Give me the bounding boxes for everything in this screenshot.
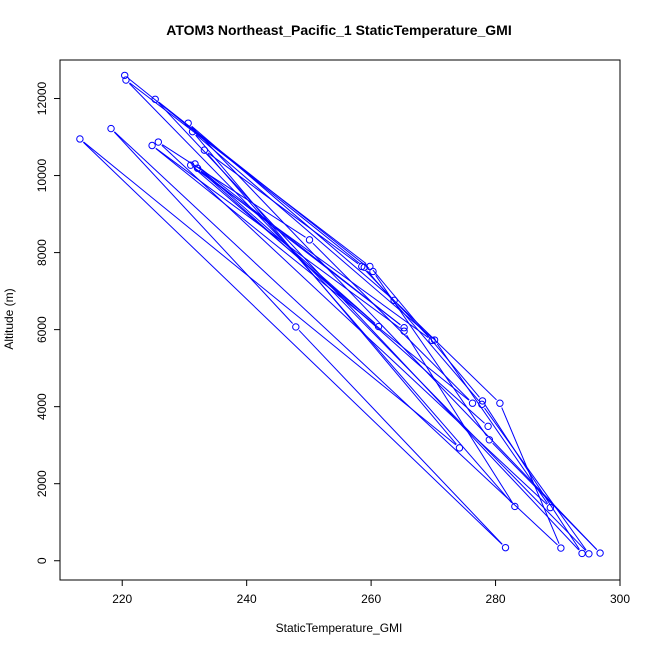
data-point (478, 397, 487, 405)
data-point (478, 400, 486, 409)
data-point (390, 296, 398, 305)
series-segment (207, 152, 359, 265)
data-point (193, 164, 202, 172)
series-segment (155, 147, 401, 329)
series-segment (397, 303, 497, 401)
series-segment (501, 407, 560, 544)
data-point (468, 399, 477, 407)
series-segment (128, 83, 586, 551)
y-tick-label: 0 (35, 557, 49, 564)
x-axis-label: StaticTemperature_GMI (276, 621, 403, 635)
data-point (546, 503, 555, 512)
data-point (191, 160, 199, 168)
series-segment (114, 131, 558, 546)
series-segment (158, 101, 370, 269)
data-point (358, 262, 366, 271)
series-segment (298, 329, 503, 545)
series-segment (207, 153, 513, 504)
series-segment (198, 166, 376, 324)
plot-frame (59, 59, 621, 581)
data-point (200, 146, 209, 154)
data-point (455, 444, 464, 452)
data-point (400, 324, 408, 332)
data-point (76, 135, 84, 143)
data-point (585, 550, 593, 558)
data-point (557, 544, 565, 552)
data-point (501, 543, 510, 552)
data-point (186, 161, 195, 169)
y-axis-label: Altitude (m) (2, 288, 16, 349)
x-tick-label: 260 (361, 592, 381, 606)
data-point (428, 336, 436, 345)
series-segment (82, 141, 503, 545)
data-point (154, 138, 163, 146)
y-tick-label: 10000 (35, 159, 49, 193)
y-tick-label: 4000 (35, 393, 49, 420)
y-tick-label: 2000 (35, 470, 49, 497)
series-segment (129, 82, 367, 265)
series-segment (83, 141, 457, 446)
series-segment (484, 407, 587, 551)
series-segment (375, 275, 488, 437)
data-point (107, 124, 115, 133)
data-point (305, 236, 314, 244)
data-point (496, 399, 504, 407)
data-point (148, 141, 156, 150)
data-point (292, 323, 300, 331)
series-segment (191, 126, 598, 550)
data-point (369, 267, 377, 276)
series-segment (364, 269, 430, 338)
y-tick-label: 6000 (35, 316, 49, 343)
data-point (374, 322, 383, 331)
data-point (430, 336, 439, 344)
data-point (484, 422, 492, 431)
y-tick-label: 12000 (35, 82, 49, 116)
x-tick-label: 280 (486, 592, 506, 606)
data-series (76, 71, 604, 558)
data-point (151, 95, 159, 103)
data-point (578, 549, 586, 558)
x-tick-label: 240 (237, 592, 257, 606)
series-segment (191, 125, 391, 298)
y-axis: 0 2000 4000 6000 8000 10000 12000 (35, 82, 61, 564)
series-segment (484, 404, 580, 550)
series-segment (200, 170, 401, 326)
data-point (511, 502, 519, 511)
data-point (184, 119, 192, 127)
x-tick-label: 220 (112, 592, 132, 606)
series-segment (200, 170, 485, 424)
data-point (485, 436, 494, 444)
x-axis: 220 240 260 280 300 (112, 579, 630, 606)
series-segment (195, 134, 432, 338)
series-segment (436, 343, 549, 505)
data-point (188, 127, 197, 136)
series-segment (161, 144, 306, 238)
data-point (400, 327, 408, 335)
series-segment (406, 334, 513, 503)
data-point (596, 549, 604, 557)
chart-title: ATOM3 Northeast_Pacific_1 StaticTemperat… (166, 22, 511, 38)
x-tick-label: 300 (610, 592, 630, 606)
series-segment (113, 131, 293, 324)
data-point (122, 76, 130, 84)
data-point (121, 71, 129, 80)
y-tick-label: 8000 (35, 239, 49, 266)
